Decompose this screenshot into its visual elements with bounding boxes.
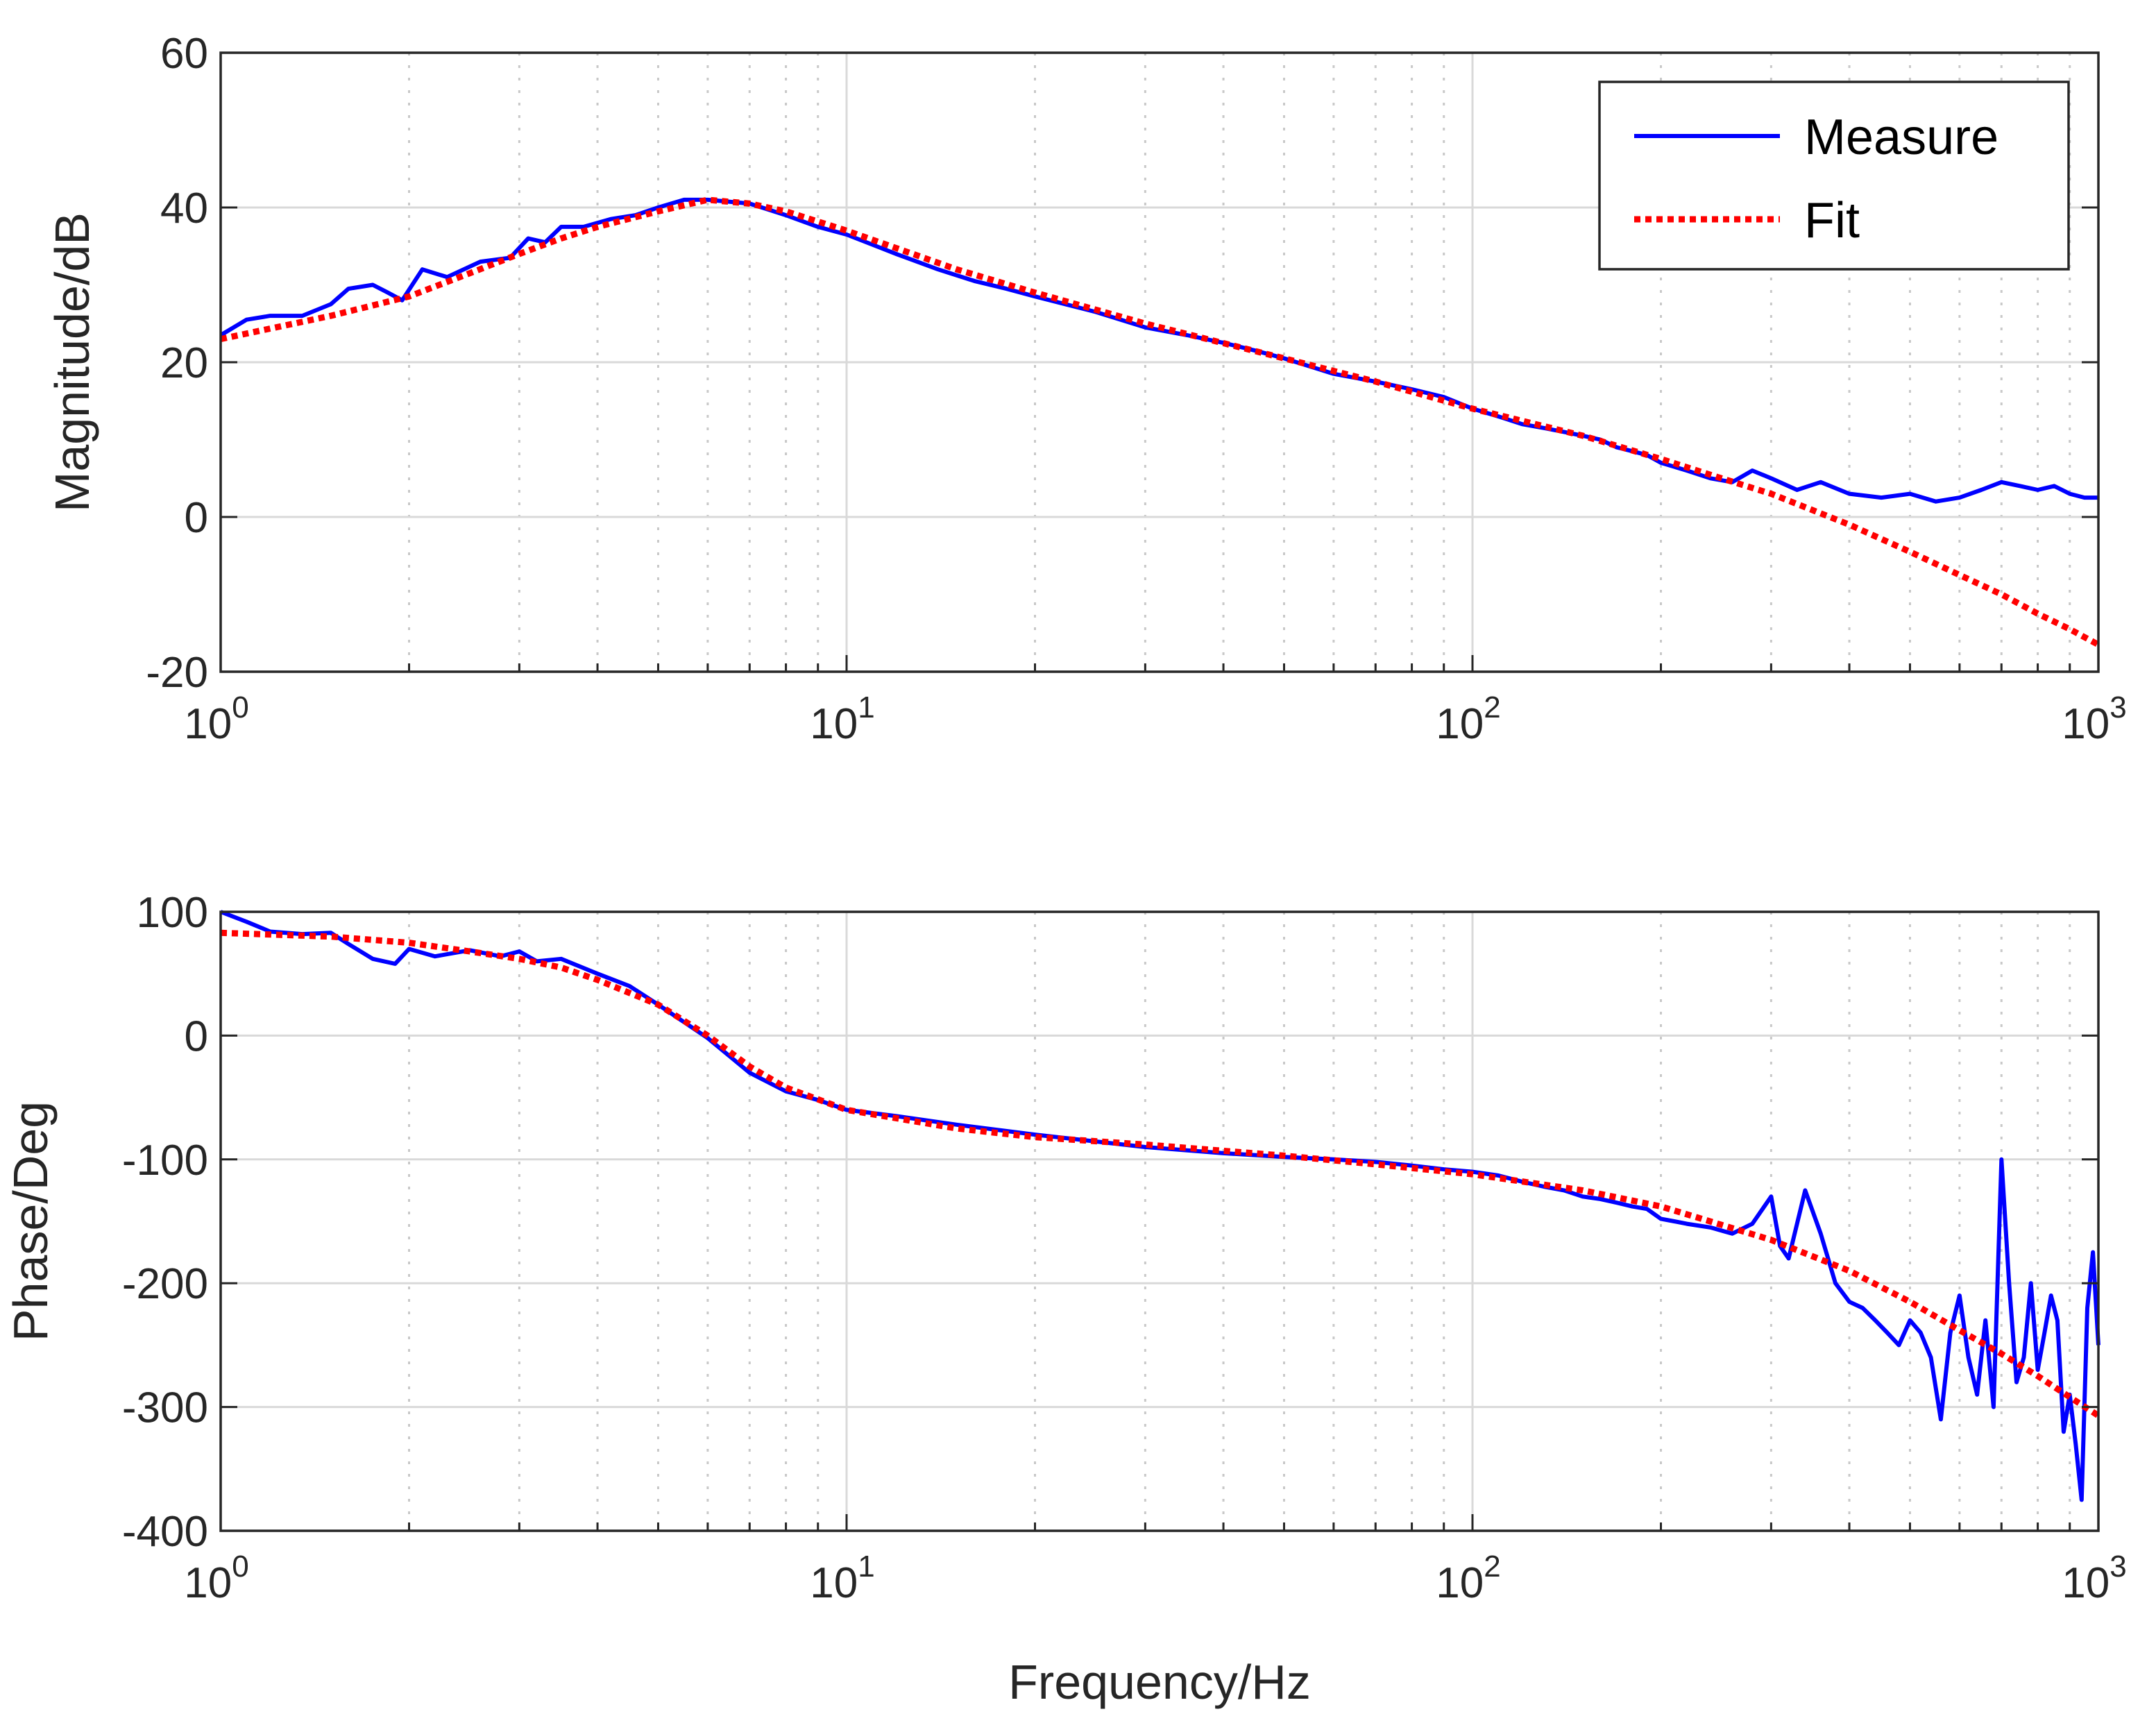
magnitude-y-tick-label: 0 — [185, 494, 208, 542]
phase-y-axis-label: Phase/Deg — [3, 1101, 58, 1341]
phase-series — [219, 910, 2100, 1502]
legend-fit-label: Fit — [1804, 193, 1860, 248]
magnitude-y-tick-label: 40 — [160, 185, 208, 232]
phase-y-tick-label: 0 — [185, 1012, 208, 1060]
phase-y-ticks: -400 -300 -200 -100 0 100 — [122, 889, 2098, 1556]
phase-plot: -400 -300 -200 -100 0 100 100 101 102 103 Phase/… — [3, 889, 2127, 1709]
phase-x-tick-label: 100 — [184, 1550, 248, 1607]
legend: Measure Fit — [1598, 80, 2070, 271]
magnitude-y-tick-label: 60 — [160, 30, 208, 78]
magnitude-x-tick-label: 100 — [184, 690, 248, 748]
magnitude-x-tick-label: 103 — [2062, 690, 2126, 748]
magnitude-series — [219, 196, 2100, 647]
magnitude-y-ticks: -20 0 20 40 60 — [146, 30, 2098, 697]
magnitude-y-tick-label: -20 — [146, 649, 208, 697]
phase-y-tick-label: 100 — [137, 889, 208, 937]
legend-box — [1598, 80, 2070, 271]
phase-y-tick-label: -100 — [122, 1137, 208, 1185]
magnitude-y-axis-label: Magnitude/dB — [45, 212, 99, 512]
phase-y-tick-label: -400 — [122, 1508, 208, 1556]
phase-y-tick-label: -200 — [122, 1260, 208, 1308]
magnitude-y-tick-label: 20 — [160, 339, 208, 387]
legend-measure-label: Measure — [1804, 110, 1998, 165]
phase-fit-line — [220, 929, 2100, 1418]
magnitude-fit-line — [220, 196, 2100, 647]
phase-measure-line — [219, 910, 2100, 1502]
phase-y-tick-label: -300 — [122, 1384, 208, 1432]
phase-axes-frame — [219, 910, 2100, 1532]
x-axis-label: Frequency/Hz — [1008, 1655, 1311, 1709]
phase-x-ticks: 100 101 102 103 — [184, 1514, 2127, 1607]
phase-x-tick-label: 102 — [1436, 1550, 1500, 1607]
